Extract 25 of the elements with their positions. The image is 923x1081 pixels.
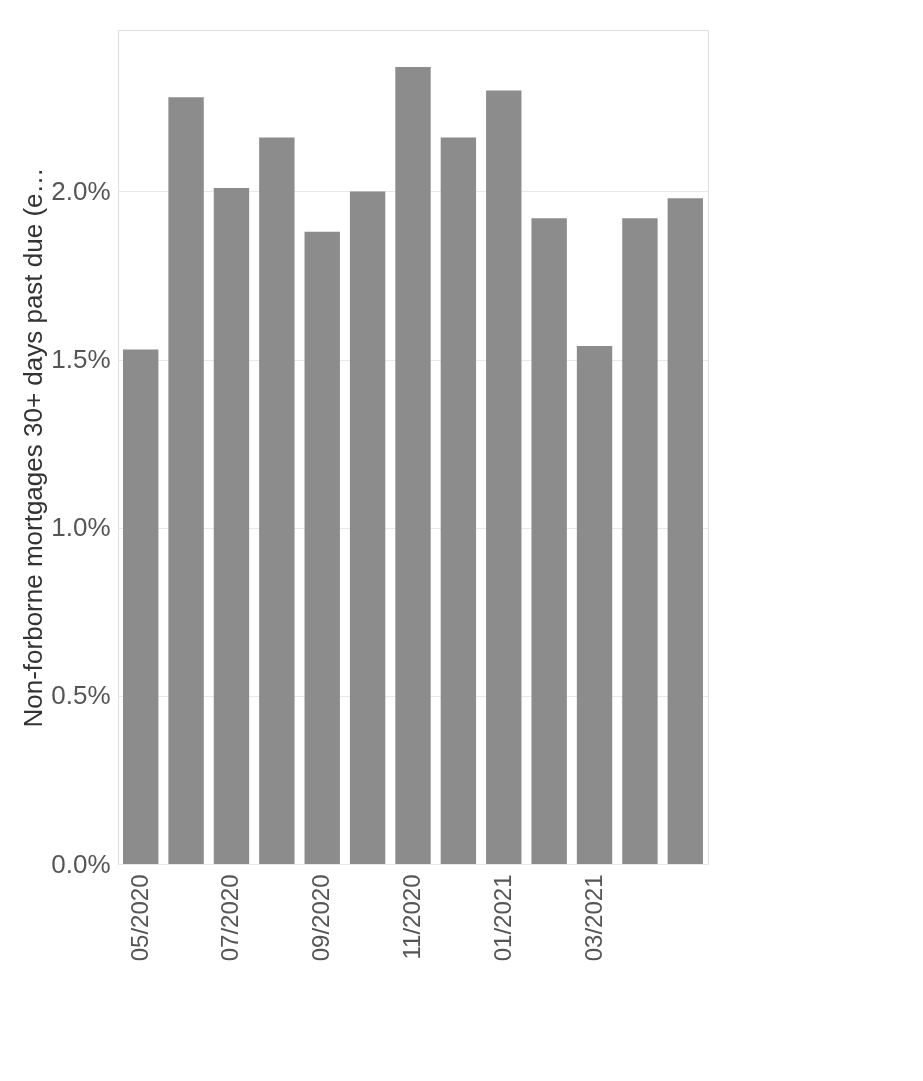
bar — [304, 231, 340, 864]
bar — [440, 137, 477, 864]
bar — [168, 97, 204, 864]
x-tick-label: 05/2020 — [125, 874, 153, 962]
bar — [667, 198, 704, 864]
bar — [486, 90, 522, 864]
x-tick-label: 03/2021 — [579, 874, 607, 962]
bar — [213, 188, 250, 864]
y-tick-label: 2.0% — [51, 175, 111, 206]
bar — [122, 349, 159, 864]
bar — [531, 218, 567, 864]
x-tick-label: 01/2021 — [488, 874, 516, 962]
x-tick-label: 11/2020 — [398, 874, 425, 960]
bar — [259, 137, 295, 864]
bar — [349, 191, 386, 864]
x-tick-label: 07/2020 — [216, 874, 244, 962]
bar — [395, 66, 431, 864]
y-tick-label: 1.0% — [51, 512, 111, 543]
y-tick-label: 0.0% — [51, 848, 111, 879]
bar — [576, 346, 613, 864]
y-axis-title: Non-forborne mortgages 30+ days past due (e… — [18, 167, 49, 728]
bar — [622, 218, 658, 864]
x-tick-label: 09/2020 — [307, 874, 335, 962]
y-tick-label: 0.5% — [51, 680, 111, 711]
y-tick-label: 1.5% — [51, 344, 111, 375]
